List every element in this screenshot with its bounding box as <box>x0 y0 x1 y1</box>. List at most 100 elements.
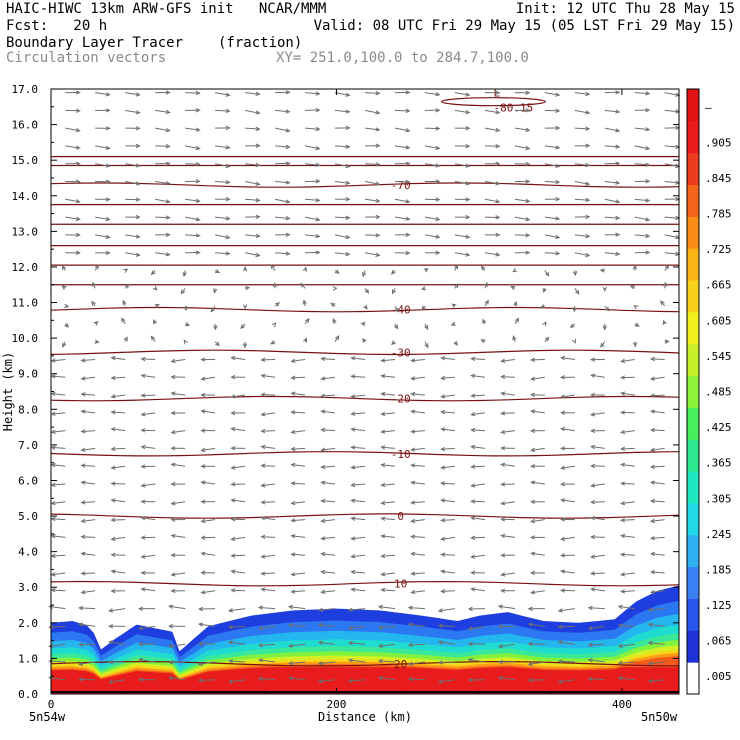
colorbar-swatch <box>687 248 699 281</box>
wind-vector-head <box>539 304 545 309</box>
wind-vector-head <box>225 235 231 240</box>
wind-vector <box>378 625 396 629</box>
wind-vector <box>245 234 260 237</box>
wind-vector <box>498 676 515 681</box>
wind-vector <box>201 410 216 414</box>
wind-vector <box>201 376 216 380</box>
wind-vector-head <box>407 605 413 610</box>
wind-vector <box>155 181 170 185</box>
wind-vector <box>411 376 425 380</box>
wind-vector-head <box>602 286 607 292</box>
wind-vector <box>561 357 575 360</box>
wind-vector <box>155 109 170 113</box>
isotherm-line <box>50 182 680 188</box>
wind-vector-head <box>230 446 236 451</box>
wind-vector <box>95 216 110 220</box>
y-tick-label: 8.0 <box>18 403 38 416</box>
wind-vector-head <box>555 179 561 185</box>
wind-vector-head <box>500 572 506 577</box>
wind-vector-head <box>105 234 111 239</box>
wind-vector <box>664 216 680 219</box>
wind-vector-head <box>110 498 116 503</box>
wind-vector-head <box>497 659 503 665</box>
wind-vector <box>381 535 396 538</box>
wind-vector <box>275 216 290 219</box>
wind-vector <box>441 411 455 414</box>
wind-vector-head <box>590 554 596 559</box>
wind-vector <box>318 679 336 682</box>
wind-vector <box>155 145 170 147</box>
wind-vector <box>79 643 96 646</box>
wind-vector-head <box>375 214 381 220</box>
colorbar-swatch <box>687 375 699 408</box>
wind-vector-head <box>590 587 596 592</box>
wind-vector-head <box>380 516 386 521</box>
wind-vector-head <box>242 304 248 310</box>
wind-vector <box>574 234 590 237</box>
wind-vector <box>441 499 455 503</box>
wind-vector-head <box>560 394 566 399</box>
wind-vector-head <box>575 289 580 295</box>
isotherm-label: 20 <box>394 658 407 671</box>
colorbar-label: .365 <box>705 457 732 470</box>
x-tick-label: 400 <box>612 698 632 711</box>
wind-vector <box>259 643 276 646</box>
wind-vector-head <box>165 161 171 166</box>
wind-vector-head <box>617 623 623 628</box>
wind-vector <box>501 412 515 414</box>
wind-vector-head <box>183 339 188 345</box>
wind-vector <box>111 357 126 360</box>
wind-vector-head <box>48 659 54 664</box>
wind-vector-head <box>320 356 326 362</box>
wind-vector-head <box>48 624 54 630</box>
wind-vector-head <box>480 265 486 271</box>
wind-vector <box>531 519 545 522</box>
wind-vector-head <box>302 266 307 272</box>
wind-vector <box>574 109 590 114</box>
wind-vector-head <box>315 233 321 239</box>
wind-vector-head <box>154 303 160 308</box>
wind-vector-head <box>470 464 476 469</box>
colorbar-swatch <box>687 630 699 663</box>
colorbar-label: .905 <box>705 136 732 149</box>
wind-vector-head <box>470 587 476 592</box>
wind-vector <box>305 145 320 150</box>
wind-vector <box>318 642 336 645</box>
wind-vector-head <box>569 323 575 329</box>
wind-vector-head <box>451 303 457 309</box>
wind-vector <box>245 109 260 114</box>
wind-vector-head <box>121 317 126 323</box>
wind-vector-head <box>380 571 386 577</box>
wind-vector-head <box>285 109 291 114</box>
wind-vector-head <box>150 270 156 276</box>
wind-vector-head <box>555 234 561 240</box>
wind-vector <box>411 430 425 433</box>
wind-vector <box>81 359 96 361</box>
wind-vector <box>381 464 396 467</box>
wind-vector-head <box>649 498 655 504</box>
wind-vector-head <box>165 232 171 237</box>
wind-vector-head <box>530 428 536 434</box>
colorbar-label: .005 <box>705 670 732 683</box>
wind-vector <box>261 517 276 521</box>
wind-vector <box>441 447 455 450</box>
wind-vector-head <box>440 481 446 486</box>
colorbar-label: .185 <box>705 563 732 576</box>
wind-vector-head <box>380 445 386 450</box>
wind-vector-head <box>645 91 651 96</box>
wind-vector-head <box>435 108 441 113</box>
wind-vector <box>544 216 560 220</box>
wind-vector <box>394 198 410 203</box>
wind-vector-head <box>227 659 233 664</box>
wind-vector-head <box>405 250 411 256</box>
wind-vector-head <box>75 145 81 150</box>
wind-vector <box>215 92 230 96</box>
wind-vector-head <box>440 375 446 381</box>
wind-vector-head <box>620 462 626 468</box>
y-tick-label: 6.0 <box>18 474 38 487</box>
wind-vector <box>501 463 515 467</box>
wind-vector-head <box>560 553 566 558</box>
wind-vector-head <box>585 110 591 115</box>
wind-vector-head <box>440 589 446 594</box>
wind-vector-head <box>320 589 326 595</box>
